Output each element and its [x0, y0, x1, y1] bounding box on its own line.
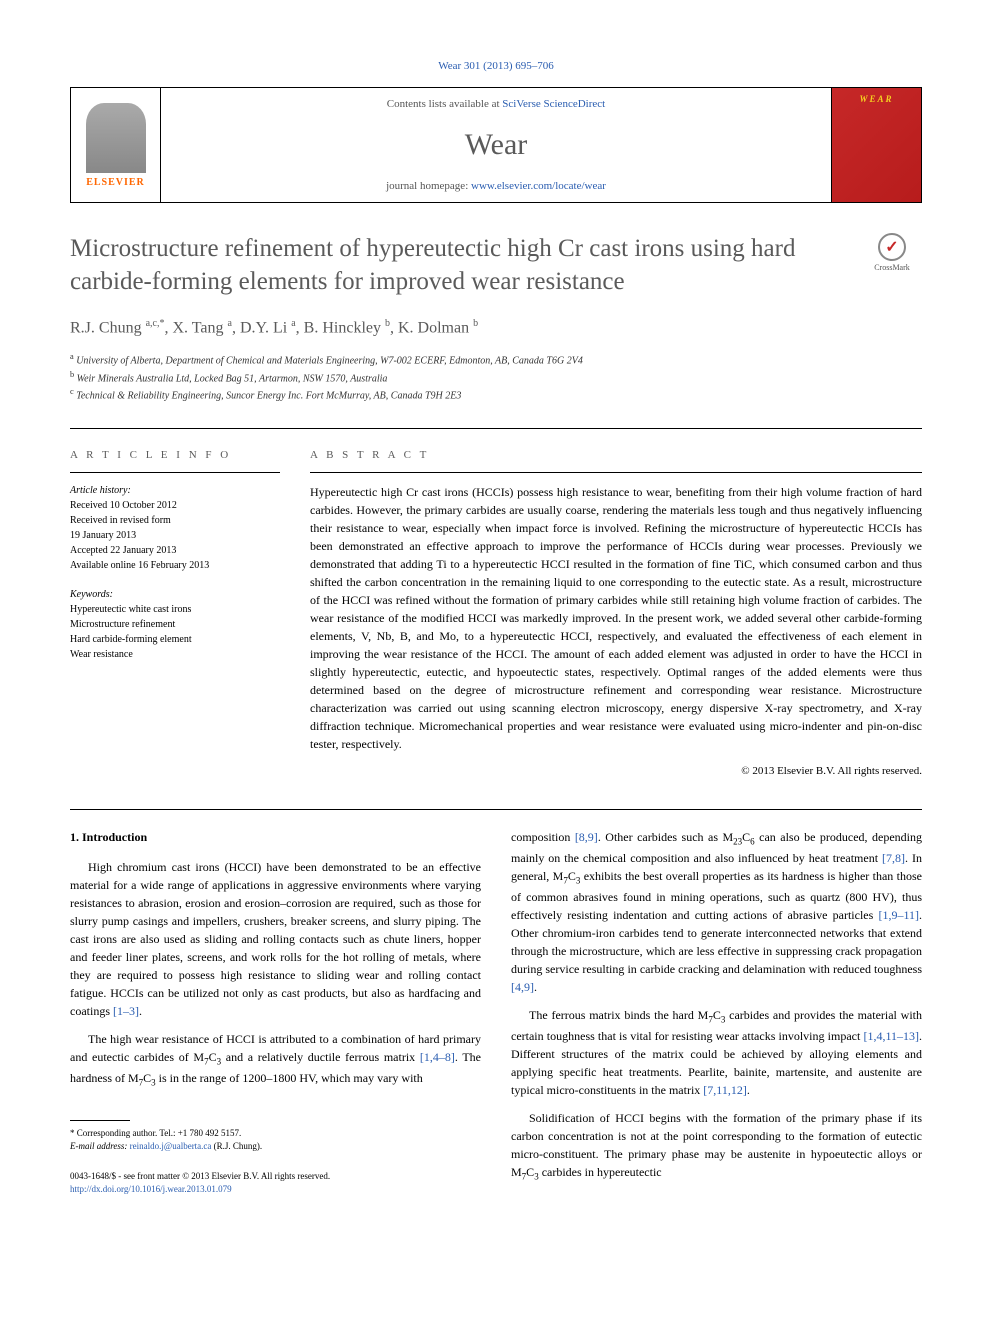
text: . Other carbides such as M	[598, 830, 733, 844]
journal-name: Wear	[181, 128, 811, 162]
article-info-sidebar: A R T I C L E I N F O Article history: R…	[70, 447, 280, 779]
text: C	[742, 830, 750, 844]
abstract-text: Hypereutectic high Cr cast irons (HCCIs)…	[310, 483, 922, 753]
keyword-line: Hard carbide-forming element	[70, 632, 280, 647]
paragraph: The ferrous matrix binds the hard M7C3 c…	[511, 1006, 922, 1099]
cover-title: WEAR	[859, 94, 893, 104]
article-info-label: A R T I C L E I N F O	[70, 447, 280, 464]
text: .	[534, 980, 537, 994]
keywords-block: Keywords: Hypereutectic white cast irons…	[70, 587, 280, 662]
text: and a relatively ductile ferrous matrix	[221, 1050, 420, 1064]
text: composition	[511, 830, 575, 844]
header-center: Contents lists available at SciVerse Sci…	[161, 88, 831, 202]
article-title: Microstructure refinement of hypereutect…	[70, 233, 842, 298]
journal-cover-thumbnail: WEAR	[831, 88, 921, 202]
keyword-line: Microstructure refinement	[70, 617, 280, 632]
author-list: R.J. Chung a,c,*, X. Tang a, D.Y. Li a, …	[70, 318, 922, 337]
footnotes: * Corresponding author. Tel.: +1 780 492…	[70, 1127, 481, 1152]
copyright-line: © 2013 Elsevier B.V. All rights reserved…	[310, 763, 922, 780]
text: carbides in hypereutectic	[539, 1165, 662, 1179]
keyword-line: Wear resistance	[70, 647, 280, 662]
article-history: Article history: Received 10 October 201…	[70, 483, 280, 573]
text: C	[568, 869, 576, 883]
homepage-link[interactable]: www.elsevier.com/locate/wear	[471, 180, 606, 192]
text: High chromium cast irons (HCCI) have bee…	[70, 860, 481, 1018]
text: C	[209, 1050, 217, 1064]
text: C	[713, 1008, 721, 1022]
divider-line	[70, 428, 922, 429]
reference-link[interactable]: [7,11,12]	[703, 1083, 747, 1097]
keywords-heading: Keywords:	[70, 587, 280, 602]
divider-line-2	[70, 809, 922, 810]
history-line: 19 January 2013	[70, 528, 280, 543]
text: C	[526, 1165, 534, 1179]
footnote-divider	[70, 1120, 130, 1121]
history-line: Available online 16 February 2013	[70, 558, 280, 573]
elsevier-tree-icon	[86, 103, 146, 173]
reference-link[interactable]: [1,4,11–13]	[863, 1029, 919, 1043]
history-heading: Article history:	[70, 483, 280, 498]
reference-link[interactable]: [1,4–8]	[420, 1050, 455, 1064]
text: The ferrous matrix binds the hard M	[529, 1008, 708, 1022]
body-text: 1. Introduction High chromium cast irons…	[70, 828, 922, 1195]
paragraph: High chromium cast irons (HCCI) have bee…	[70, 858, 481, 1020]
bottom-matter: 0043-1648/$ - see front matter © 2013 El…	[70, 1170, 481, 1195]
contents-prefix: Contents lists available at	[387, 98, 502, 110]
abstract-section: A B S T R A C T Hypereutectic high Cr ca…	[310, 447, 922, 779]
crossmark-icon	[878, 233, 906, 261]
doi-link[interactable]: http://dx.doi.org/10.1016/j.wear.2013.01…	[70, 1183, 481, 1196]
text: .	[139, 1004, 142, 1018]
front-matter-line: 0043-1648/$ - see front matter © 2013 El…	[70, 1170, 481, 1183]
email-line: E-mail address: reinaldo.j@ualberta.ca (…	[70, 1140, 481, 1153]
history-line: Accepted 22 January 2013	[70, 543, 280, 558]
info-divider	[70, 472, 280, 473]
crossmark-badge[interactable]: CrossMark	[862, 233, 922, 272]
elsevier-logo: ELSEVIER	[71, 88, 161, 202]
reference-link[interactable]: [4,9]	[511, 980, 534, 994]
left-column: 1. Introduction High chromium cast irons…	[70, 828, 481, 1195]
crossmark-label: CrossMark	[874, 263, 910, 272]
homepage-line: journal homepage: www.elsevier.com/locat…	[181, 180, 811, 192]
paragraph: composition [8,9]. Other carbides such a…	[511, 828, 922, 996]
paragraph: The high wear resistance of HCCI is attr…	[70, 1030, 481, 1090]
email-who: (R.J. Chung).	[211, 1141, 262, 1151]
corresponding-author: * Corresponding author. Tel.: +1 780 492…	[70, 1127, 481, 1140]
affiliation-line: c Technical & Reliability Engineering, S…	[70, 386, 922, 403]
reference-link[interactable]: [1–3]	[113, 1004, 139, 1018]
text: C	[143, 1071, 151, 1085]
journal-citation[interactable]: Wear 301 (2013) 695–706	[70, 60, 922, 72]
homepage-prefix: journal homepage:	[386, 180, 471, 192]
reference-link[interactable]: [1,9–11]	[878, 908, 919, 922]
email-label: E-mail address:	[70, 1141, 130, 1151]
history-line: Received in revised form	[70, 513, 280, 528]
text: is in the range of 1200–1800 HV, which m…	[156, 1071, 423, 1085]
keyword-line: Hypereutectic white cast irons	[70, 602, 280, 617]
abstract-divider	[310, 472, 922, 473]
right-column: composition [8,9]. Other carbides such a…	[511, 828, 922, 1195]
journal-header-box: ELSEVIER Contents lists available at Sci…	[70, 87, 922, 203]
section-1-heading: 1. Introduction	[70, 828, 481, 846]
affiliation-line: a University of Alberta, Department of C…	[70, 351, 922, 368]
email-link[interactable]: reinaldo.j@ualberta.ca	[130, 1141, 212, 1151]
reference-link[interactable]: [8,9]	[575, 830, 598, 844]
text: .	[747, 1083, 750, 1097]
affiliations: a University of Alberta, Department of C…	[70, 351, 922, 403]
elsevier-label: ELSEVIER	[86, 177, 145, 188]
affiliation-line: b Weir Minerals Australia Ltd, Locked Ba…	[70, 369, 922, 386]
contents-line: Contents lists available at SciVerse Sci…	[181, 98, 811, 110]
sciencedirect-link[interactable]: SciVerse ScienceDirect	[502, 98, 605, 110]
paragraph: Solidification of HCCI begins with the f…	[511, 1109, 922, 1184]
history-line: Received 10 October 2012	[70, 498, 280, 513]
abstract-label: A B S T R A C T	[310, 447, 922, 464]
reference-link[interactable]: [7,8]	[882, 851, 905, 865]
